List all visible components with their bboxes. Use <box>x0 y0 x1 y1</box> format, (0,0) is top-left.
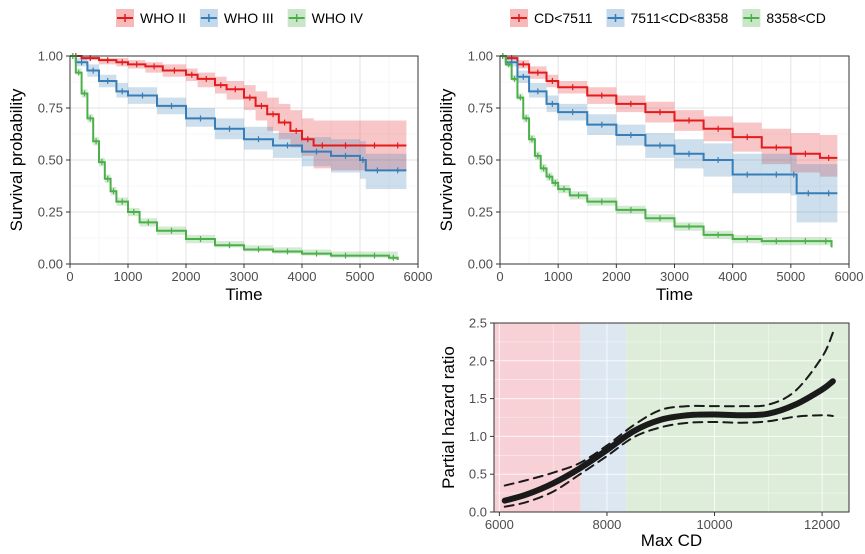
x-tick-label: 3000 <box>230 269 259 284</box>
x-tick-label: 12000 <box>804 517 840 532</box>
legend-label: WHO IV <box>312 10 364 26</box>
y-axis-title: Partial hazard ratio <box>439 346 458 489</box>
x-tick-label: 6000 <box>835 269 864 284</box>
legend-entry: 8358<CD <box>742 9 826 27</box>
y-axis-title: Survival probability <box>437 88 456 231</box>
legend-entry: WHO III <box>199 9 274 27</box>
x-tick-label: 5000 <box>776 269 805 284</box>
legend-label: WHO II <box>140 10 186 26</box>
y-tick-label: 0.00 <box>468 257 493 272</box>
x-axis-title: Time <box>225 285 262 304</box>
x-tick-label: 6000 <box>404 269 433 284</box>
y-axis-title: Survival probability <box>7 88 26 231</box>
x-axis-title: Max CD <box>641 531 702 550</box>
y-tick-label: 0.5 <box>469 467 487 482</box>
y-tick-label: 0.50 <box>38 153 63 168</box>
confidence-band <box>70 56 407 190</box>
x-tick-label: 2000 <box>602 269 631 284</box>
x-tick-label: 5000 <box>346 269 375 284</box>
x-tick-label: 10000 <box>696 517 732 532</box>
survival-curve <box>70 55 407 172</box>
x-tick-label: 6000 <box>485 517 514 532</box>
x-tick-label: 3000 <box>660 269 689 284</box>
legend-entry: CD<7511 <box>510 9 593 27</box>
confidence-band <box>70 56 407 171</box>
panel-border <box>493 322 850 513</box>
y-tick-label: 0.75 <box>468 101 493 116</box>
hazard-ci-lower-line <box>503 414 834 508</box>
x-axis-title: Time <box>656 285 693 304</box>
x-tick-label: 4000 <box>718 269 747 284</box>
legend-label: CD<7511 <box>534 10 593 26</box>
y-tick-label: 0.25 <box>468 205 493 220</box>
y-tick-label: 2.5 <box>469 316 487 331</box>
confidence-band <box>500 56 838 177</box>
y-tick-label: 1.00 <box>38 49 63 64</box>
x-tick-label: 4000 <box>288 269 317 284</box>
hazard-ci-upper-line <box>503 331 834 487</box>
x-tick-label: 2000 <box>172 269 201 284</box>
y-tick-label: 0.25 <box>38 205 63 220</box>
legend-label: 7511<CD<8358 <box>631 10 729 26</box>
survival-curve <box>500 55 838 195</box>
survival-curve <box>500 55 833 248</box>
x-tick-label: 8000 <box>592 517 621 532</box>
y-tick-label: 1.00 <box>468 49 493 64</box>
y-tick-label: 1.0 <box>469 429 487 444</box>
legend-entry: 7511<CD<8358 <box>606 9 729 27</box>
legend-entry: WHO IV <box>287 9 364 27</box>
survival-curve <box>70 55 407 147</box>
survival-by-who-panel: 0 1000 2000 3000 4000 5000 6000 0.00 0.25 0.50 0.7… <box>7 9 432 304</box>
x-tick-label: 0 <box>496 269 503 284</box>
legend-entry: WHO II <box>116 9 186 27</box>
x-tick-label: 0 <box>66 269 73 284</box>
y-tick-label: 0.00 <box>38 257 63 272</box>
survival-by-cd-panel: 0 1000 2000 3000 4000 5000 6000 0.00 0.25 0.50 0.7… <box>437 9 863 304</box>
y-tick-label: 0.0 <box>469 505 487 520</box>
legend-label: WHO III <box>224 10 274 26</box>
legend-label: 8358<CD <box>766 10 826 26</box>
y-tick-label: 1.5 <box>469 391 487 406</box>
y-tick-label: 2.0 <box>469 353 487 368</box>
x-tick-label: 1000 <box>544 269 573 284</box>
confidence-band <box>500 56 838 223</box>
y-tick-label: 0.75 <box>38 101 63 116</box>
hazard-estimate-line <box>501 378 836 504</box>
x-tick-label: 1000 <box>114 269 143 284</box>
y-tick-label: 0.50 <box>468 153 493 168</box>
hazard-ratio-panel: 6000 8000 10000 12000 0.0 0.5 1.0 1.5 2.0 2.5 Max … <box>439 316 850 550</box>
